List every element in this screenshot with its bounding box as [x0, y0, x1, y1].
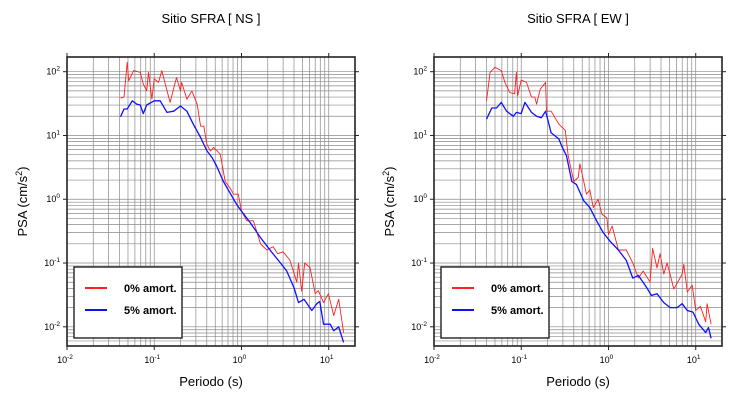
- x-tick-label: 10-2: [424, 354, 440, 365]
- x-tick-exp: -2: [434, 354, 440, 361]
- x-tick-exp: -2: [67, 354, 73, 361]
- x-tick-exp: 1: [330, 354, 334, 361]
- y-tick-base: 10: [46, 67, 56, 77]
- legend-box: [440, 266, 550, 339]
- y-axis-label: PSA (cm/s2): [14, 166, 30, 236]
- x-tick-label: 100: [600, 354, 614, 365]
- y-tick-base: 10: [413, 130, 423, 140]
- y-axis-label-close: ): [382, 166, 397, 170]
- y-tick-exp: 2: [423, 66, 427, 73]
- x-tick-exp: 1: [697, 354, 701, 361]
- y-tick-base: 10: [46, 130, 56, 140]
- y-tick-base: 10: [411, 258, 421, 268]
- x-tick-base: 10: [144, 355, 154, 365]
- series-line-0pct: [120, 61, 345, 333]
- y-tick-label: 102: [46, 66, 60, 77]
- y-tick-label: 101: [413, 129, 427, 140]
- x-tick-base: 10: [320, 355, 330, 365]
- legend-label: 5% amort.: [491, 305, 544, 317]
- x-tick-base: 10: [57, 355, 67, 365]
- x-tick-base: 10: [687, 355, 697, 365]
- y-tick-base: 10: [44, 322, 54, 332]
- legend-label: 0% amort.: [491, 283, 544, 295]
- x-tick-exp: -1: [521, 354, 527, 361]
- legend: 0% amort. 5% amort.: [440, 266, 550, 339]
- x-tick-label: 10-1: [511, 354, 527, 365]
- chart-title: Sitio SFRA [ EW ]: [527, 11, 629, 26]
- x-tick-exp: 0: [243, 354, 247, 361]
- y-tick-base: 10: [411, 322, 421, 332]
- y-axis-label-close: ): [15, 166, 30, 170]
- y-tick-label: 100: [46, 193, 60, 204]
- y-tick-exp: -1: [421, 257, 427, 264]
- y-tick-label: 102: [413, 66, 427, 77]
- series-line-5pct: [485, 101, 712, 339]
- x-tick-base: 10: [424, 355, 434, 365]
- x-tick-exp: 0: [610, 354, 614, 361]
- series-line-5pct: [119, 100, 345, 343]
- y-tick-exp: -2: [421, 321, 427, 328]
- legend-label: 0% amort.: [124, 283, 177, 295]
- y-tick-base: 10: [413, 194, 423, 204]
- y-tick-label: 101: [46, 129, 60, 140]
- legend: 0% amort. 5% amort.: [73, 266, 183, 339]
- x-tick-base: 10: [233, 355, 243, 365]
- y-tick-exp: 1: [56, 129, 60, 136]
- y-tick-label: 10-2: [411, 321, 427, 332]
- plot-frame: [433, 56, 723, 347]
- x-axis-label: Periodo (s): [179, 374, 243, 389]
- y-tick-base: 10: [46, 194, 56, 204]
- y-axis-label-sup: 2: [14, 171, 24, 176]
- x-tick-label: 101: [320, 354, 334, 365]
- y-tick-exp: 0: [423, 193, 427, 200]
- x-tick-label: 10-1: [144, 354, 160, 365]
- y-tick-base: 10: [413, 67, 423, 77]
- y-tick-exp: -1: [54, 257, 60, 264]
- series-line-0pct: [486, 66, 712, 325]
- y-tick-base: 10: [44, 258, 54, 268]
- x-tick-base: 10: [511, 355, 521, 365]
- y-axis-label: PSA (cm/s2): [381, 166, 397, 236]
- y-tick-label: 10-2: [44, 321, 60, 332]
- x-tick-exp: -1: [154, 354, 160, 361]
- y-tick-exp: 2: [56, 66, 60, 73]
- y-axis-label-text: PSA (cm/s: [382, 175, 397, 236]
- x-tick-label: 100: [233, 354, 247, 365]
- x-axis-label: Periodo (s): [546, 374, 610, 389]
- legend-label: 5% amort.: [124, 305, 177, 317]
- y-tick-label: 10-1: [411, 257, 427, 268]
- y-tick-exp: -2: [54, 321, 60, 328]
- chart-title: Sitio SFRA [ NS ]: [162, 11, 261, 26]
- x-tick-label: 101: [687, 354, 701, 365]
- y-tick-exp: 0: [56, 193, 60, 200]
- legend-box: [73, 266, 183, 339]
- y-tick-label: 10-1: [44, 257, 60, 268]
- x-tick-base: 10: [600, 355, 610, 365]
- y-axis-label-sup: 2: [381, 171, 391, 176]
- y-axis-label-text: PSA (cm/s: [15, 175, 30, 236]
- y-tick-label: 100: [413, 193, 427, 204]
- x-tick-label: 10-2: [57, 354, 73, 365]
- plot-frame: [66, 56, 356, 347]
- y-tick-exp: 1: [423, 129, 427, 136]
